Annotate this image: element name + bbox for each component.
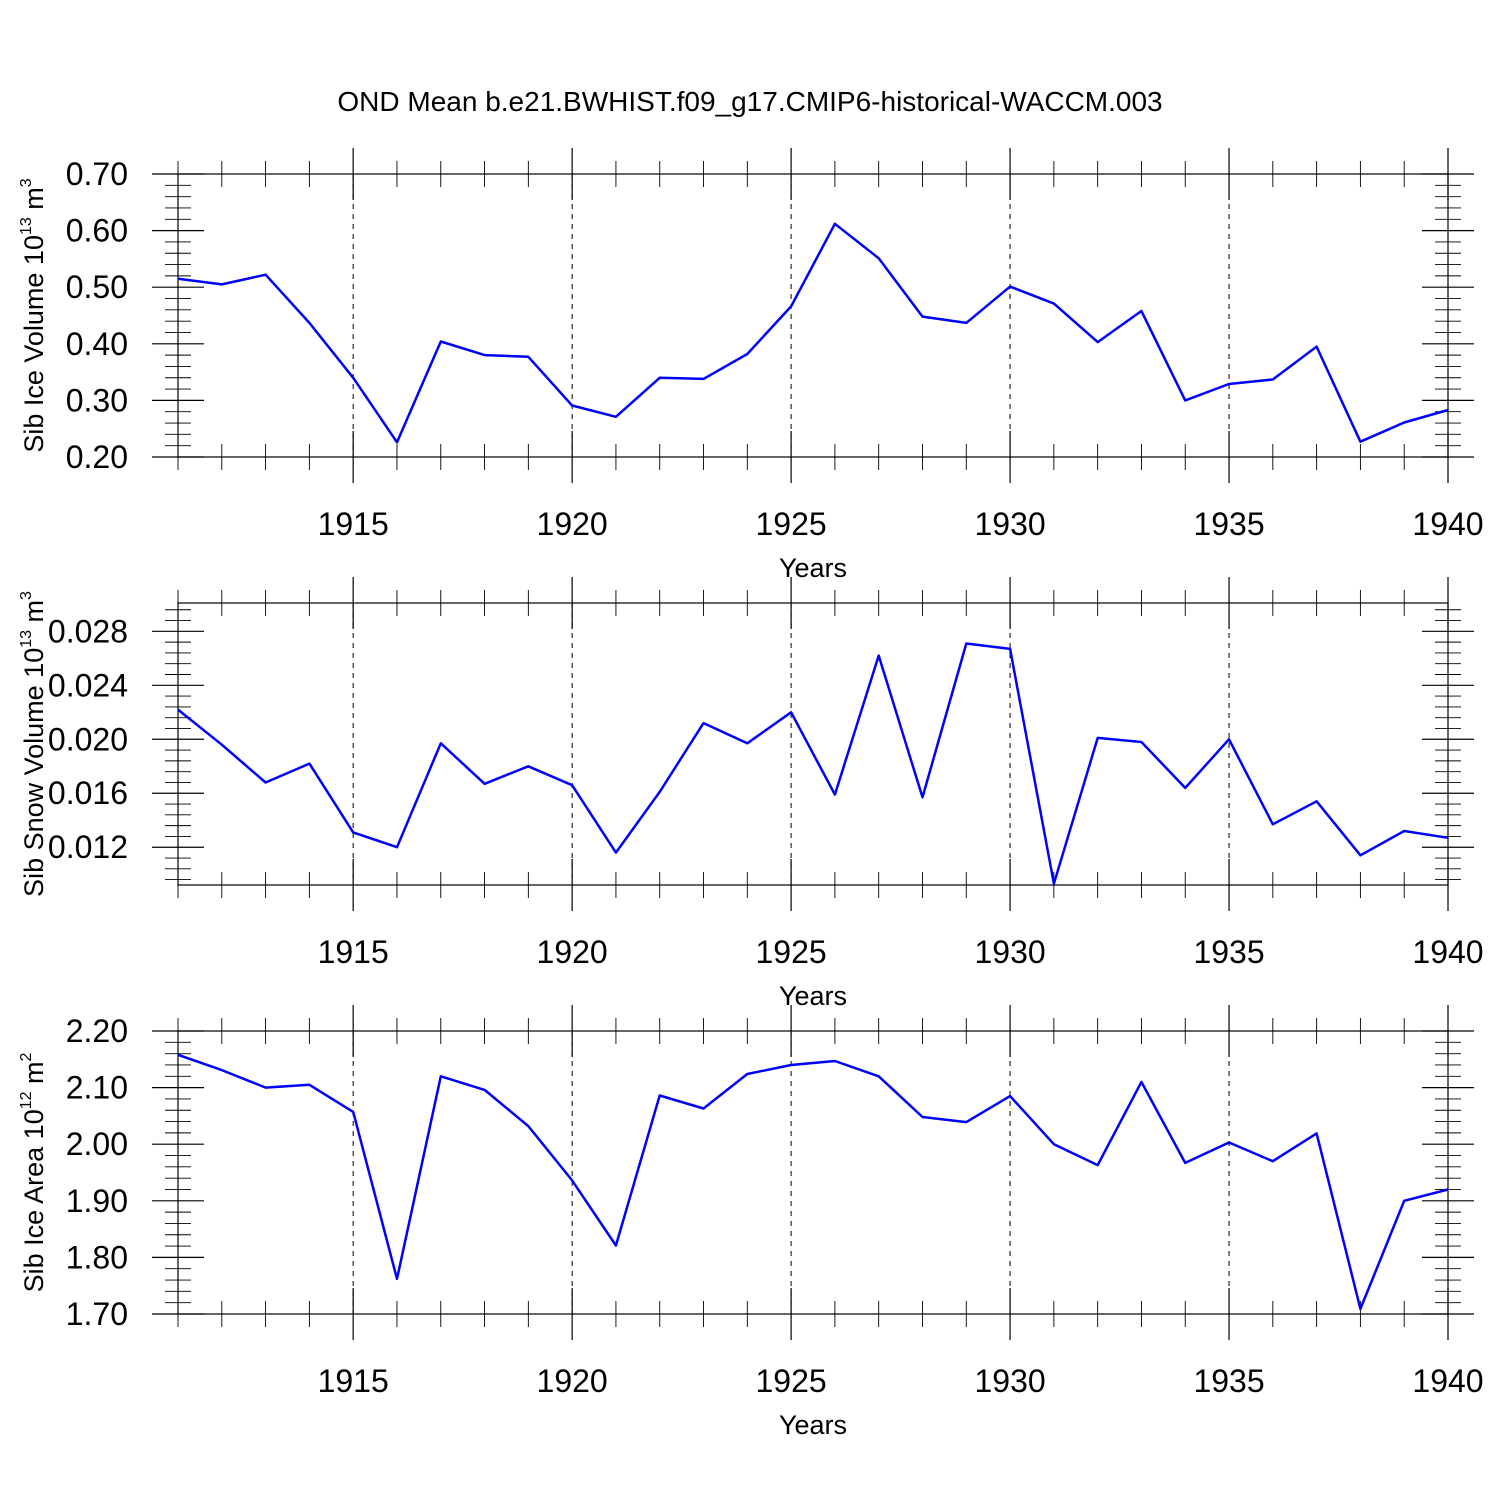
panel-ice-volume: 1915 1920 1925 1930 1935 1940 0.20 0.30 0.40 0.50… bbox=[18, 148, 1484, 583]
x-tick-label: 1935 bbox=[1193, 506, 1264, 542]
x-axis-label: Years bbox=[779, 553, 847, 583]
x-tick-label: 1940 bbox=[1412, 934, 1483, 970]
y-axis-label: Sib Snow Volume 1013 m3 bbox=[18, 591, 49, 897]
y-tick-label: 0.60 bbox=[66, 213, 128, 249]
x-tick-label: 1930 bbox=[974, 1363, 1045, 1399]
y-tick-label: 0.30 bbox=[66, 382, 128, 418]
y-tick-label: 0.70 bbox=[66, 156, 128, 192]
x-tick-label: 1930 bbox=[974, 934, 1045, 970]
y-tick-label: 0.016 bbox=[48, 775, 128, 811]
plot-frame bbox=[177, 602, 1449, 886]
y-axis-label: Sib Ice Area 1012 m2 bbox=[18, 1052, 49, 1292]
y-tick-label: 0.20 bbox=[66, 439, 128, 475]
panel-ice-area: 1915 1920 1925 1930 1935 1940 1.70 1.80 1.90 2.00… bbox=[18, 1005, 1484, 1440]
y-tick-label: 1.70 bbox=[66, 1296, 128, 1332]
plot-frame bbox=[177, 173, 1449, 458]
y-tick-label: 1.80 bbox=[66, 1239, 128, 1275]
y-tick-label: 0.40 bbox=[66, 326, 128, 362]
x-tick-label: 1935 bbox=[1193, 1363, 1264, 1399]
x-tick-label: 1940 bbox=[1412, 1363, 1483, 1399]
x-tick-label: 1925 bbox=[756, 1363, 827, 1399]
x-tick-label: 1915 bbox=[318, 934, 389, 970]
x-tick-label: 1930 bbox=[974, 506, 1045, 542]
x-tick-label: 1940 bbox=[1412, 506, 1483, 542]
y-tick-label: 0.028 bbox=[48, 613, 128, 649]
y-tick-label: 2.20 bbox=[66, 1013, 128, 1049]
series-line-ice-area bbox=[177, 1053, 1449, 1311]
y-tick-label: 2.00 bbox=[66, 1126, 128, 1162]
x-axis-label: Years bbox=[779, 981, 847, 1011]
series-line-snow-volume bbox=[177, 642, 1449, 885]
x-tick-label: 1925 bbox=[756, 506, 827, 542]
x-tick-label: 1920 bbox=[537, 506, 608, 542]
y-tick-label: 2.10 bbox=[66, 1070, 128, 1106]
x-tick-label: 1935 bbox=[1193, 934, 1264, 970]
plot-frame bbox=[177, 1030, 1449, 1315]
y-tick-label: 0.012 bbox=[48, 829, 128, 865]
y-tick-label: 0.024 bbox=[48, 667, 128, 703]
x-tick-label: 1915 bbox=[318, 1363, 389, 1399]
panel-snow-volume: 1915 1920 1925 1930 1935 1940 0.012 0.016 0.020 0… bbox=[18, 577, 1484, 1011]
x-tick-label: 1920 bbox=[537, 1363, 608, 1399]
x-tick-label: 1915 bbox=[318, 506, 389, 542]
series-line-ice-volume bbox=[177, 222, 1449, 444]
y-tick-label: 0.50 bbox=[66, 269, 128, 305]
chart-title: OND Mean b.e21.BWHIST.f09_g17.CMIP6-hist… bbox=[337, 86, 1162, 117]
y-tick-label: 1.90 bbox=[66, 1183, 128, 1219]
x-axis-label: Years bbox=[779, 1410, 847, 1440]
y-axis-label: Sib Ice Volume 1013 m3 bbox=[18, 178, 49, 452]
x-tick-label: 1925 bbox=[756, 934, 827, 970]
x-tick-label: 1920 bbox=[537, 934, 608, 970]
y-tick-label: 0.020 bbox=[48, 721, 128, 757]
panels: 1915 1920 1925 1930 1935 1940 0.20 0.30 0.40 0.50… bbox=[18, 148, 1484, 1440]
